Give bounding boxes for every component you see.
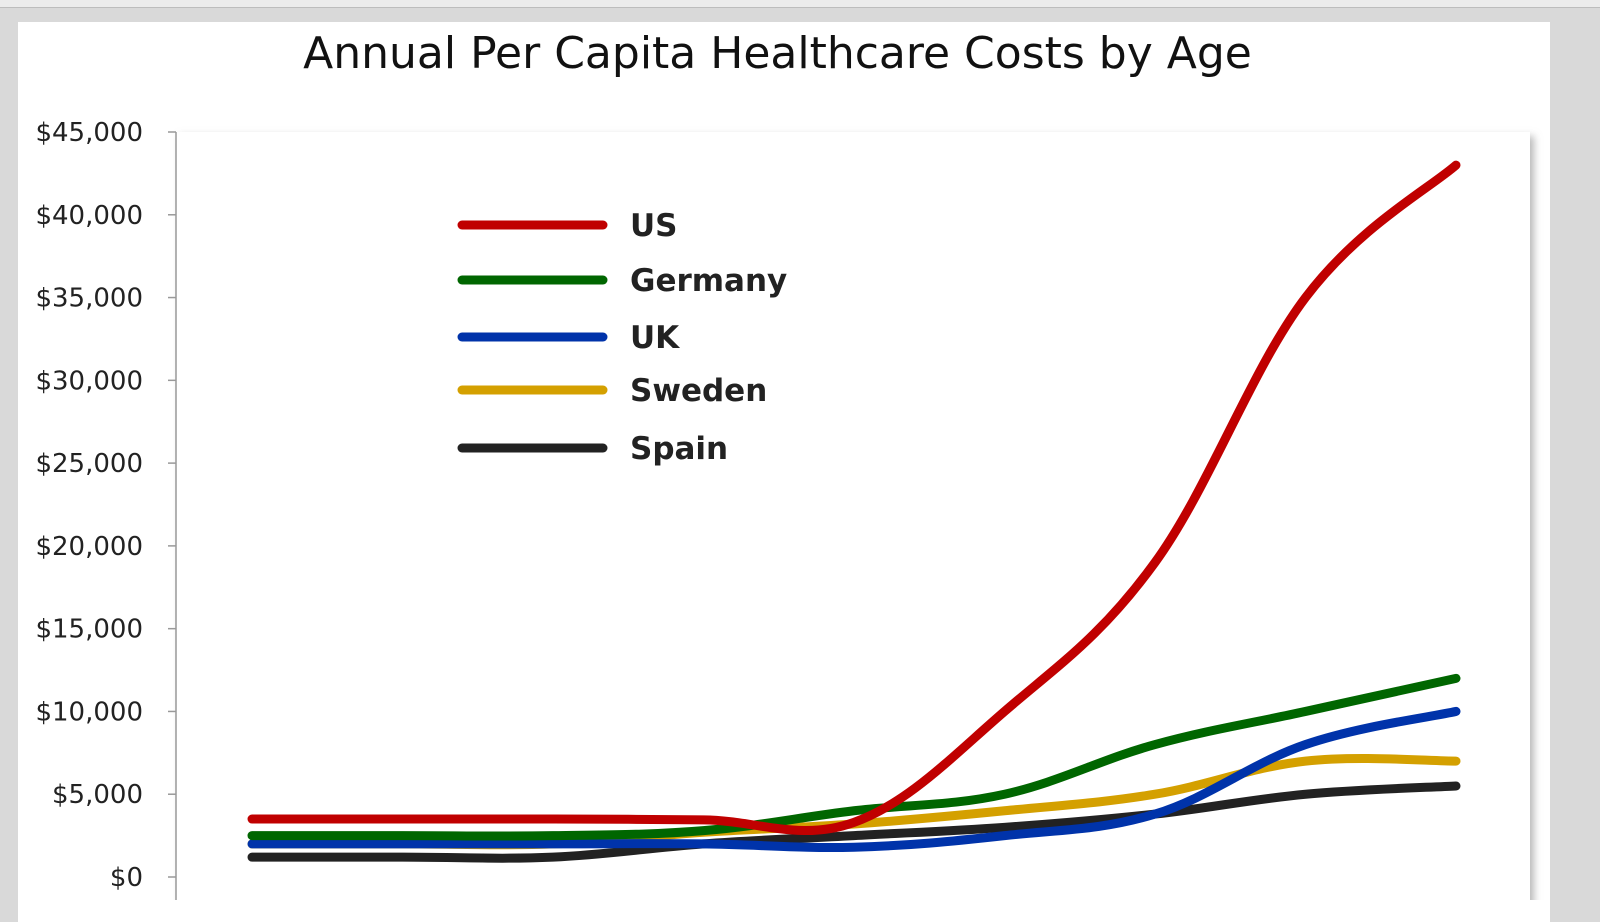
series-line-us [247, 160, 1461, 836]
series-line-germany [247, 673, 1461, 841]
plot-area [176, 132, 1530, 900]
y-tick-label: $40,000 [35, 201, 143, 231]
y-tick-label: $30,000 [35, 366, 143, 396]
y-tick-label: $5,000 [52, 780, 143, 810]
line-chart: $0 $5,000 $10,000 $15,000 $20,000 $25,000 $30,… [35, 118, 1530, 900]
y-tick-label: $15,000 [35, 615, 143, 645]
legend-label-spain: Spain [630, 431, 728, 467]
chart-title: Annual Per Capita Healthcare Costs by Ag… [303, 28, 1252, 79]
window-top-border [0, 0, 1600, 8]
legend-label-germany: Germany [630, 263, 787, 299]
legend-label-sweden: Sweden [630, 373, 767, 409]
y-tick-label: $0 [110, 863, 143, 893]
y-tick-label: $10,000 [35, 697, 143, 727]
y-tick-label: $45,000 [35, 118, 143, 148]
legend-label-uk: UK [630, 320, 680, 356]
y-tick-label: $35,000 [35, 284, 143, 314]
y-tick-label: $25,000 [35, 449, 143, 479]
legend-label-us: US [630, 208, 678, 244]
series-line-spain [247, 781, 1461, 863]
series-line-uk [247, 706, 1461, 853]
y-tick-label: $20,000 [35, 532, 143, 562]
